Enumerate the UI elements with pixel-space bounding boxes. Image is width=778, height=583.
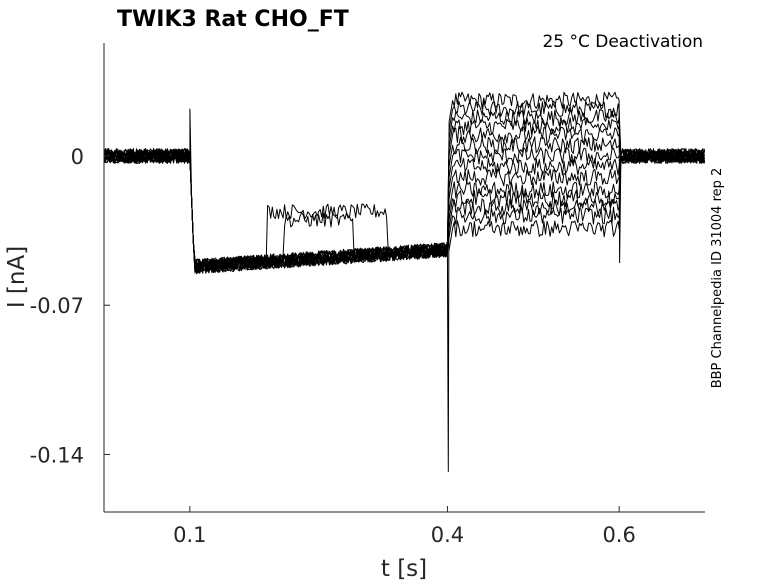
y-tick-label: 0 [71,145,84,169]
y-tick-label: -0.14 [30,443,84,467]
current-trace [103,148,705,273]
traces-layer [103,91,705,472]
x-tick-label: 0.4 [431,523,464,547]
y-ticks: 0 -0.07 -0.14 [30,145,110,467]
current-trace [103,148,705,274]
chart-title: TWIK3 Rat CHO_FT [117,7,349,32]
y-axis-label: I [nA] [4,246,30,308]
current-trace [103,91,705,472]
x-ticks: 0.1 0.4 0.6 [173,506,636,547]
condition-annotation: 25 °C Deactivation [542,32,703,52]
x-tick-label: 0.6 [602,523,635,547]
channelpedia-id-label: BBP Channelpedia ID 31004 rep 2 [710,168,725,389]
y-tick-label: -0.07 [30,294,84,318]
x-axis-label: t [s] [381,556,427,582]
x-tick-label: 0.1 [173,523,206,547]
